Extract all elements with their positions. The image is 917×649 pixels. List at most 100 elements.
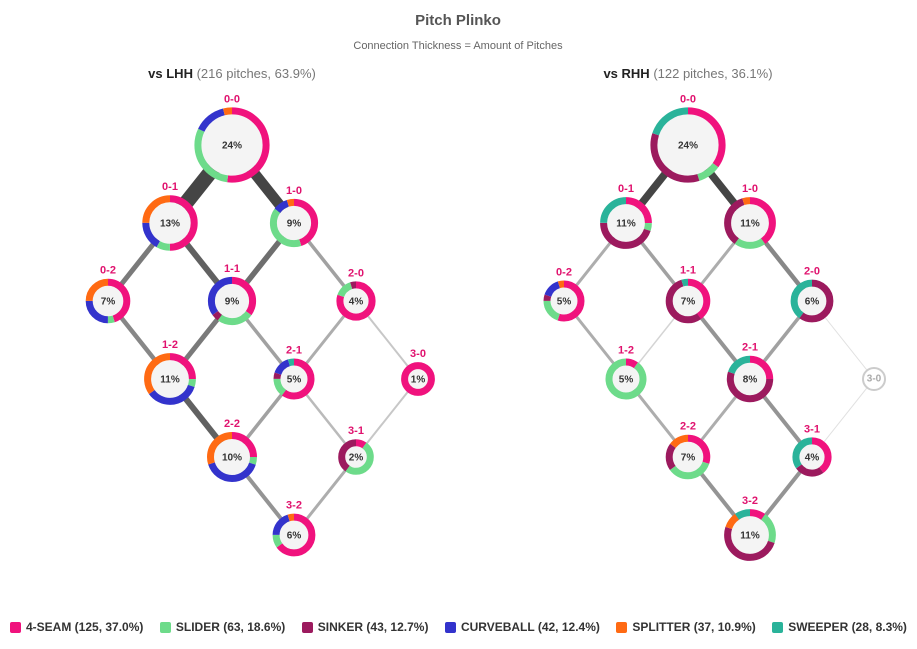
node-percent: 13% xyxy=(160,219,180,230)
count-label: 1-2 xyxy=(618,344,634,356)
pitch-segment xyxy=(724,197,776,249)
node-core xyxy=(657,114,719,176)
pitch-segment xyxy=(726,355,774,403)
pitch-segment xyxy=(600,197,652,249)
node-percent: 24% xyxy=(222,141,242,152)
pitch-segment xyxy=(85,278,131,324)
node-percent: 5% xyxy=(287,375,302,386)
count-label: 3-1 xyxy=(348,425,364,437)
pitch-segment xyxy=(650,107,726,183)
count-node: 24% 0-0 xyxy=(194,93,270,183)
node-core xyxy=(92,285,124,317)
pitch-segment xyxy=(724,509,776,561)
count-node: 10% 2-2 xyxy=(207,418,257,482)
node-percent: 7% xyxy=(101,297,116,308)
pitch-segment xyxy=(85,278,131,324)
node-percent: 11% xyxy=(740,531,760,542)
pitch-segment xyxy=(336,281,376,321)
chart: Pitch Plinko Connection Thickness = Amou… xyxy=(85,12,886,561)
node-core xyxy=(672,441,704,473)
count-node: 4% 3-1 xyxy=(792,423,832,477)
node-percent: 7% xyxy=(681,453,696,464)
count-node: 9% 1-0 xyxy=(269,185,319,248)
count-node: 5% 2-1 xyxy=(273,344,315,400)
pitch-segment xyxy=(600,197,652,249)
legend-swatch xyxy=(444,621,456,633)
legend-label: SWEEPER (28, 8.3%) xyxy=(788,620,907,634)
panel-count: (216 pitches, 63.9%) xyxy=(197,66,316,81)
legend-item: SPLITTER (37, 10.9%) xyxy=(616,620,756,634)
node-percent: 11% xyxy=(160,375,180,386)
empty-node xyxy=(862,367,886,391)
node-percent: 24% xyxy=(678,141,698,152)
node-core xyxy=(201,114,263,176)
count-label: 3-2 xyxy=(742,495,758,507)
count-node: 1% 3-0 xyxy=(401,348,435,396)
pitch-segment xyxy=(665,434,711,480)
pitch-segment xyxy=(207,276,257,326)
count-label: 0-0 xyxy=(680,93,696,105)
legend-swatch xyxy=(159,621,171,633)
node-percent: 9% xyxy=(287,219,302,230)
node-core xyxy=(799,444,825,470)
node-core xyxy=(607,204,645,242)
pitch-segment xyxy=(605,358,647,400)
node-core xyxy=(280,365,308,393)
node-core xyxy=(276,205,312,241)
count-label: 1-0 xyxy=(286,185,302,197)
count-label: 3-0 xyxy=(410,348,426,360)
legend-label: 4-SEAM (125, 37.0%) xyxy=(26,620,144,634)
pitch-segment xyxy=(273,358,315,400)
pitch-segment xyxy=(665,434,711,480)
count-label: 0-2 xyxy=(100,265,116,277)
count-node: 13% 0-1 xyxy=(142,181,198,251)
count-node: 8% 2-1 xyxy=(726,342,774,403)
node-core xyxy=(149,202,191,244)
node-percent: 4% xyxy=(805,453,820,464)
legend-item: SINKER (43, 12.7%) xyxy=(301,620,428,634)
count-node: 5% 1-2 xyxy=(605,344,647,400)
node-percent: 5% xyxy=(557,297,572,308)
count-label: 2-1 xyxy=(742,342,758,354)
legend-swatch xyxy=(10,621,21,633)
pitch-segment xyxy=(665,434,711,480)
node-core xyxy=(279,520,309,550)
legend-label: CURVEBALL (42, 12.4%) xyxy=(460,620,600,634)
pitch-segment xyxy=(724,509,776,561)
pitch-segment xyxy=(724,197,776,249)
count-label: 1-0 xyxy=(742,183,758,195)
pitch-segment xyxy=(665,278,711,324)
legend-item: 4-SEAM (125, 37.0%) xyxy=(10,620,143,634)
pitch-segment xyxy=(207,432,257,482)
legend-item: SLIDER (63, 18.6%) xyxy=(159,620,285,634)
count-label: 1-1 xyxy=(680,265,696,277)
pitch-segment xyxy=(665,278,711,324)
pitch-segment xyxy=(724,197,776,249)
count-label: 0-2 xyxy=(556,266,572,278)
pitch-segment xyxy=(194,107,270,183)
pitch-segment xyxy=(338,439,374,475)
panel-name: vs LHH xyxy=(148,66,193,81)
count-label: 0-1 xyxy=(618,183,634,195)
pitch-segment xyxy=(543,280,585,322)
node-percent: 2% xyxy=(349,453,364,464)
pitch-segment xyxy=(650,107,726,183)
node-percent: 4% xyxy=(349,297,364,308)
node-percent: 8% xyxy=(743,375,758,386)
node-percent: 9% xyxy=(225,297,240,308)
count-node: 11% 3-2 xyxy=(724,495,776,561)
node-core xyxy=(550,287,578,315)
pitch-segment xyxy=(269,198,319,248)
pitch-segment xyxy=(269,198,319,248)
chart-subtitle: Connection Thickness = Amount of Pitches xyxy=(353,40,563,52)
count-node: 3-0 xyxy=(862,367,886,391)
count-label: 1-1 xyxy=(224,263,240,275)
node-core xyxy=(214,439,250,475)
legend-item: CURVEBALL (42, 12.4%) xyxy=(444,620,600,634)
pitch-segment xyxy=(207,432,257,482)
legend-label: SPLITTER (37, 10.9%) xyxy=(632,620,756,634)
legend-swatch xyxy=(301,621,313,633)
count-label: 3-0 xyxy=(867,374,882,385)
count-node: 7% 0-2 xyxy=(85,265,131,324)
